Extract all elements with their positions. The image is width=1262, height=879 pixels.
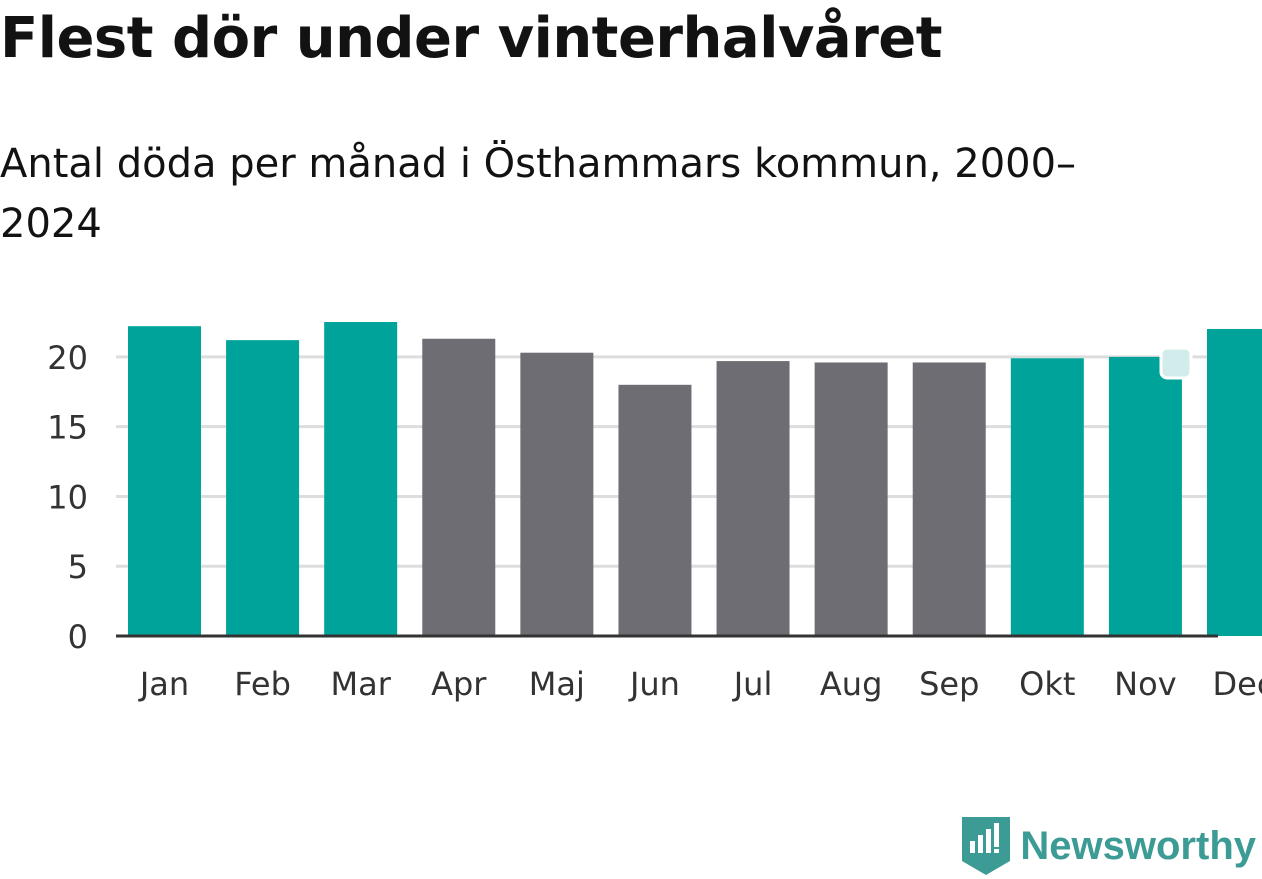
chart-subtitle: Antal döda per månad i Östhammars kommun…	[0, 141, 1077, 247]
x-tick-label: Dec	[1213, 665, 1262, 703]
bar-feb[interactable]	[226, 340, 300, 636]
newsworthy-logo-icon	[962, 817, 1011, 875]
bar-jan[interactable]	[128, 326, 201, 636]
y-axis-ticks: 0 5 10 15 20	[47, 339, 88, 656]
x-tick-label: Sep	[919, 665, 979, 703]
bar-jul[interactable]	[716, 361, 790, 636]
bar-okt[interactable]	[1010, 358, 1084, 636]
brand-name: Newsworthy	[1020, 823, 1256, 868]
bar-nov[interactable]	[1108, 356, 1182, 636]
x-tick-label: Jan	[138, 665, 189, 703]
expand-toggle-icon[interactable]	[1159, 346, 1193, 380]
y-tick-label: 0	[68, 618, 88, 656]
y-tick-label: 10	[47, 478, 88, 516]
x-tick-label: Aug	[820, 665, 882, 703]
bar-apr[interactable]	[422, 338, 496, 636]
y-tick-label: 5	[68, 548, 88, 586]
x-axis-ticks: Jan Feb Mar Apr Maj Jun Jul Aug Sep Okt Nov Dec	[138, 665, 1262, 703]
x-tick-label: Feb	[234, 665, 291, 703]
x-tick-label: Mar	[330, 665, 391, 703]
bar-maj[interactable]	[520, 352, 594, 636]
brand-logo: Newsworthy	[962, 817, 1256, 875]
chart-title: Flest dör under vinterhalvåret	[0, 6, 943, 71]
bar-jun[interactable]	[618, 384, 692, 636]
x-tick-label: Jul	[732, 665, 773, 703]
x-tick-label: Apr	[431, 665, 487, 703]
x-tick-label: Maj	[529, 665, 585, 703]
bars	[128, 322, 1262, 636]
y-tick-label: 20	[47, 339, 88, 377]
bar-sep[interactable]	[912, 362, 986, 636]
bar-mar[interactable]	[324, 322, 398, 636]
y-tick-label: 15	[47, 409, 88, 447]
bar-dec[interactable]	[1207, 328, 1262, 636]
x-tick-label: Jun	[628, 665, 680, 703]
x-tick-label: Nov	[1114, 665, 1176, 703]
bar-aug[interactable]	[814, 362, 888, 636]
x-tick-label: Okt	[1019, 665, 1075, 703]
